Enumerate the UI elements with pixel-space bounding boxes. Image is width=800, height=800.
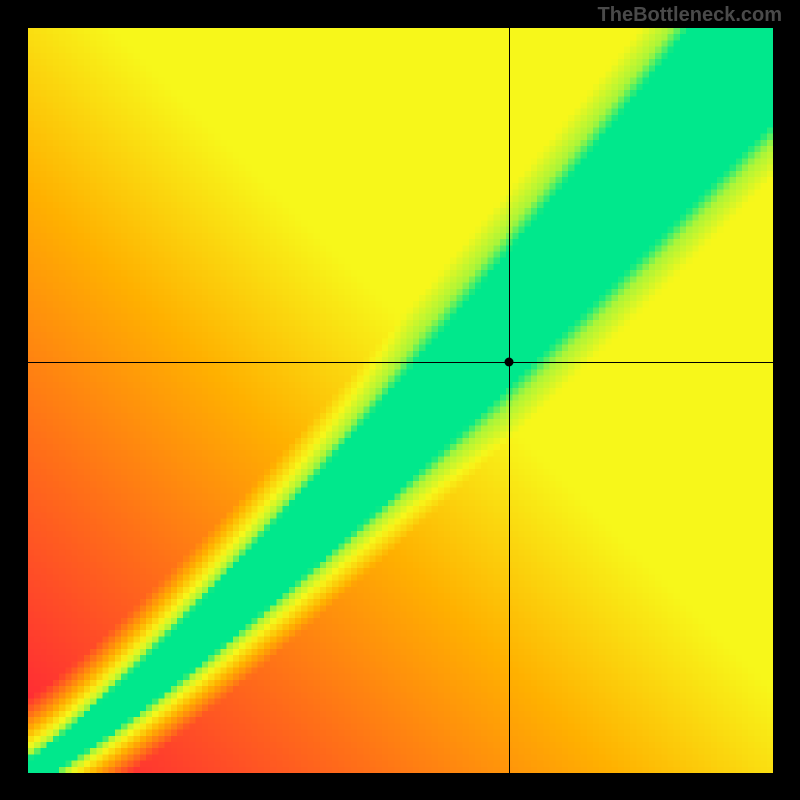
crosshair-horizontal	[28, 362, 773, 363]
watermark-text: TheBottleneck.com	[598, 4, 782, 27]
crosshair-marker	[504, 357, 513, 366]
heatmap-plot	[28, 28, 773, 773]
crosshair-vertical	[509, 28, 510, 773]
heatmap-canvas	[28, 28, 773, 773]
